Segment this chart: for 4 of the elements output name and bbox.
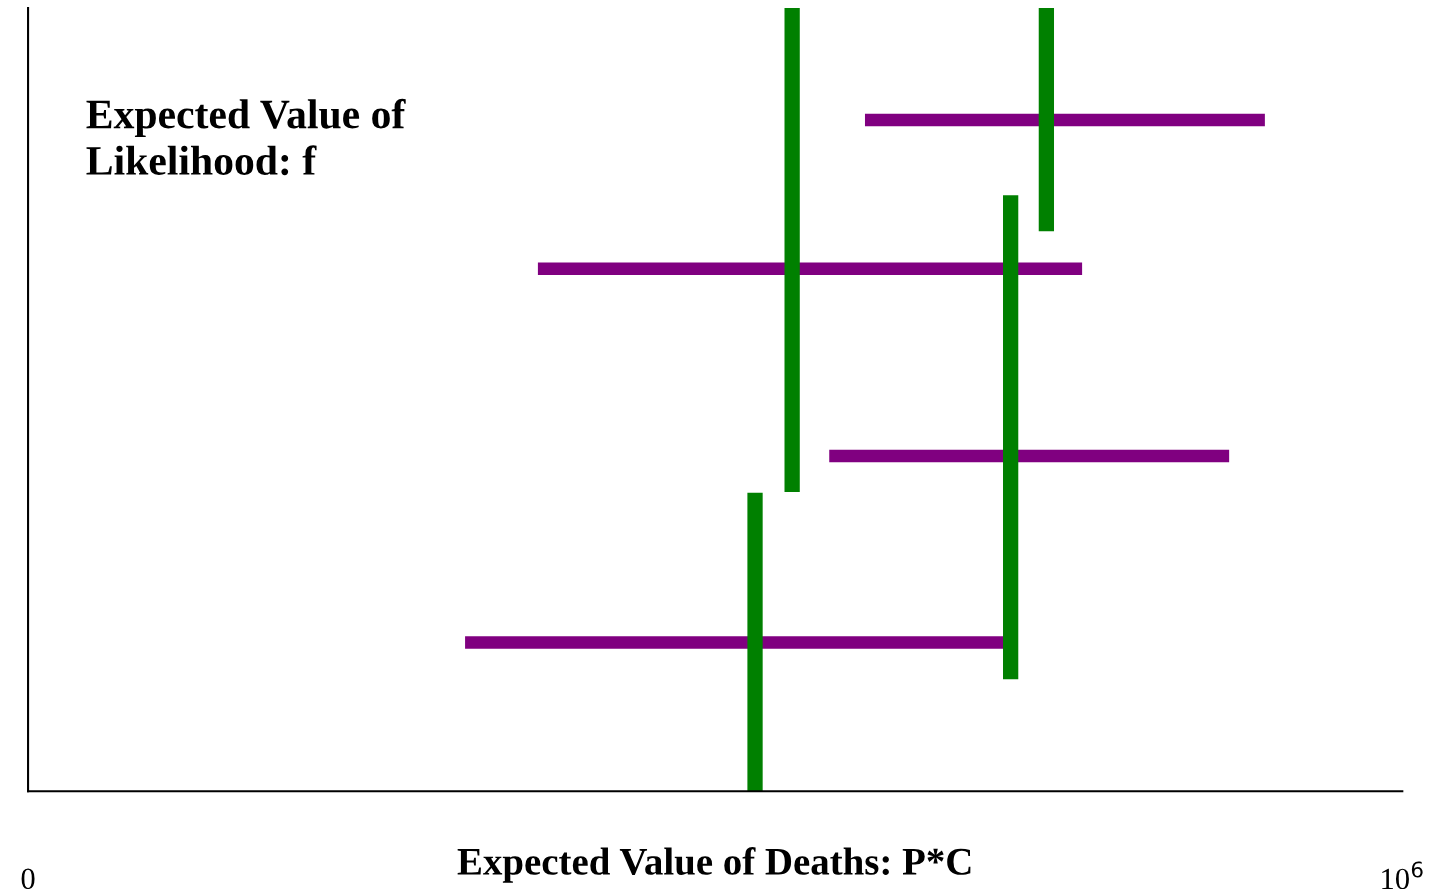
y-axis-title: Expected Value of Likelihood: f — [86, 98, 406, 176]
x-tick-label: 0 — [21, 868, 35, 889]
x-tick-label: 10$^{6}$ — [1382, 861, 1423, 889]
x-axis-title: Expected Value of Deaths: P*C — [457, 847, 971, 883]
